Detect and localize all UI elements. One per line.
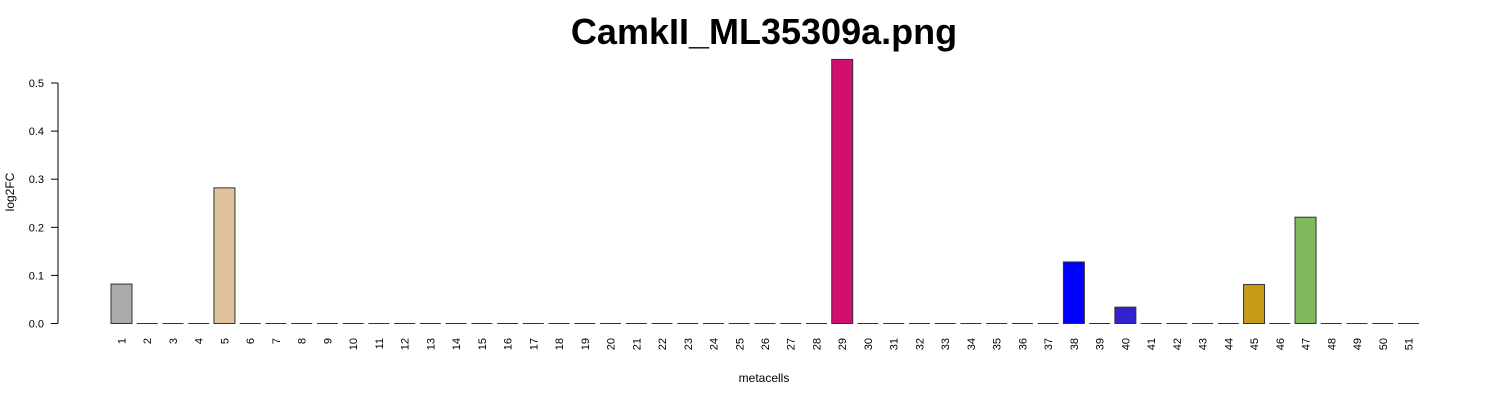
x-tick-label-3: 3 [168, 338, 180, 344]
x-tick-label-4: 4 [194, 338, 206, 344]
x-tick-label-27: 27 [786, 338, 798, 350]
x-tick-label-41: 41 [1146, 338, 1158, 350]
bar-38 [1062, 261, 1085, 325]
x-axis-label: metacells [739, 371, 790, 385]
x-tick-label-26: 26 [760, 338, 772, 350]
x-tick-label-22: 22 [657, 338, 669, 350]
bar-45 [1243, 284, 1266, 324]
x-tick-label-1: 1 [117, 338, 129, 344]
x-tick-label-14: 14 [451, 338, 463, 350]
x-tick-label-45: 45 [1249, 338, 1261, 350]
x-tick-label-36: 36 [1017, 338, 1029, 350]
x-tick-label-34: 34 [966, 338, 978, 350]
y-tick-label: 0.0 [29, 319, 44, 331]
x-tick-label-20: 20 [606, 338, 618, 350]
y-tick-label: 0.2 [29, 222, 44, 234]
x-tick-label-2: 2 [142, 338, 154, 344]
x-tick-label-28: 28 [811, 338, 823, 350]
x-tick-label-35: 35 [992, 338, 1004, 350]
x-tick-label-51: 51 [1404, 338, 1416, 350]
bars-group [110, 58, 1419, 325]
bar-40 [1114, 306, 1137, 324]
x-tick-label-18: 18 [554, 338, 566, 350]
x-tick-label-37: 37 [1043, 338, 1055, 350]
y-axis: 0.0 0.1 0.2 0.3 0.4 0.5 [29, 78, 59, 331]
x-tick-label-17: 17 [528, 338, 540, 350]
x-tick-label-25: 25 [734, 338, 746, 350]
x-tick-label-13: 13 [425, 338, 437, 350]
x-tick-label-39: 39 [1095, 338, 1107, 350]
x-tick-label-31: 31 [889, 338, 901, 350]
y-tick-label: 0.3 [29, 174, 44, 186]
x-tick-label-32: 32 [914, 338, 926, 350]
y-axis-label: log2FC [3, 172, 17, 211]
x-tick-label-46: 46 [1275, 338, 1287, 350]
x-tick-label-11: 11 [374, 338, 386, 349]
x-tick-label-21: 21 [631, 338, 643, 350]
x-tick-label-12: 12 [400, 338, 412, 350]
bar-29 [831, 58, 854, 324]
bar-47 [1294, 216, 1317, 325]
y-tick-label: 0.1 [29, 270, 44, 282]
x-tick-label-47: 47 [1301, 338, 1313, 350]
y-tick-label: 0.4 [29, 126, 44, 138]
x-tick-label-5: 5 [219, 338, 231, 344]
x-tick-label-40: 40 [1120, 338, 1132, 350]
x-tick-label-24: 24 [709, 338, 721, 350]
bar-1 [110, 283, 133, 325]
x-tick-label-19: 19 [580, 338, 592, 350]
x-tick-label-48: 48 [1326, 338, 1338, 350]
x-tick-label-15: 15 [477, 338, 489, 350]
x-tick-label-44: 44 [1223, 338, 1235, 350]
x-tick-label-16: 16 [503, 338, 515, 350]
x-tick-label-50: 50 [1378, 338, 1390, 350]
x-tick-label-30: 30 [863, 338, 875, 350]
x-tick-label-6: 6 [245, 338, 257, 344]
x-tick-label-29: 29 [837, 338, 849, 350]
x-tick-label-33: 33 [940, 338, 952, 350]
x-tick-label-8: 8 [297, 338, 309, 344]
x-tick-labels: 1 2 3 4 5 6 7 8 9 10 11 12 13 14 15 16 17 18 19 20 21 22 23 24 2… [117, 338, 1416, 350]
x-tick-label-38: 38 [1069, 338, 1081, 350]
x-tick-label-23: 23 [683, 338, 695, 350]
x-tick-label-7: 7 [271, 338, 283, 344]
y-tick-label: 0.5 [29, 78, 44, 90]
x-tick-label-49: 49 [1352, 338, 1364, 350]
x-tick-label-42: 42 [1172, 338, 1184, 350]
chart-title: CamkII_ML35309a.png [571, 11, 957, 52]
x-tick-label-9: 9 [322, 338, 334, 344]
bar-5 [213, 187, 236, 324]
x-tick-label-43: 43 [1198, 338, 1210, 350]
x-tick-label-10: 10 [348, 338, 360, 350]
